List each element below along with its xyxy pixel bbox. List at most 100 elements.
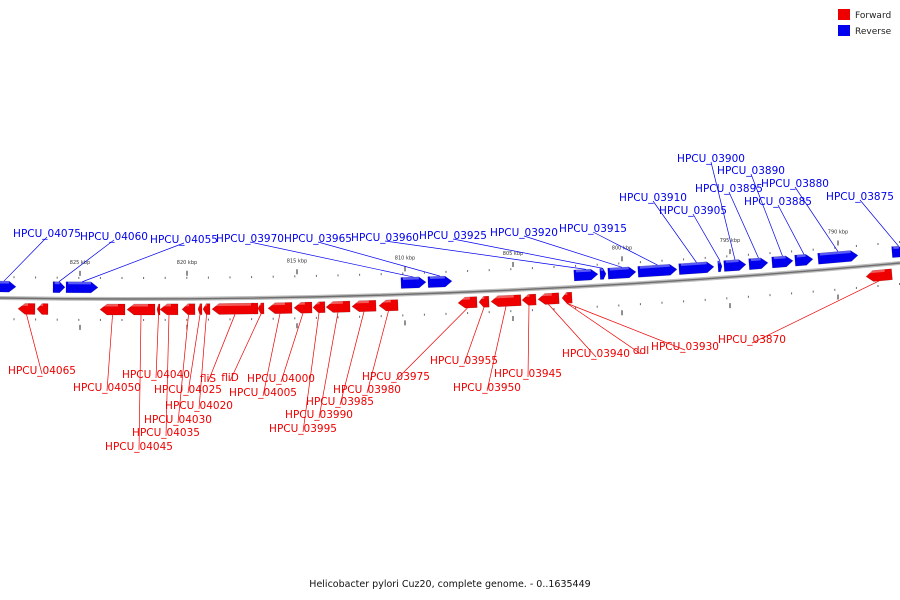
gene-label-leader (280, 313, 304, 383)
forward-gene-arrow (99, 303, 126, 316)
gene-arrow-body (126, 303, 156, 316)
gene-label: HPCU_03950 (453, 306, 521, 394)
gene-arrow-highlight (258, 302, 262, 306)
gene-label-leader (138, 314, 142, 451)
gene-label-leader (523, 235, 623, 268)
forward-gene-arrow (561, 291, 573, 304)
forward-gene-arrow (156, 303, 161, 316)
gene-label: HPCU_04030 (144, 314, 212, 426)
gene-label-leader (207, 314, 236, 383)
gene-label: HPCU_03910 (619, 192, 697, 263)
gene-label-leader (165, 314, 170, 437)
gene-label-text: HPCU_04025 (154, 384, 222, 396)
gene-label-leader (750, 173, 783, 257)
gene-arrow-highlight (380, 299, 391, 303)
gene-label-text: HPCU_03890 (717, 165, 785, 177)
gene-label-leader (155, 314, 159, 379)
gene-arrow-highlight (609, 266, 629, 271)
gene-arrow-body (17, 303, 36, 315)
gene-label: HPCU_04065 (8, 314, 76, 377)
reverse-gene-arrow (599, 268, 607, 280)
forward-gene-arrow (537, 292, 560, 305)
gene-label-text: HPCU_04005 (229, 387, 297, 399)
gene-label-leader (777, 204, 805, 255)
gene-arrow-body (159, 303, 179, 316)
gene-label-text: HPCU_03920 (490, 227, 558, 239)
gene-label-text: HPCU_03900 (677, 153, 745, 165)
gene-label-text: HPCU_04000 (247, 373, 315, 385)
gene-arrow-highlight (539, 293, 552, 297)
gene-label-text: HPCU_04060 (80, 231, 148, 243)
gene-label: HPCU_03995 (269, 312, 337, 435)
gene-label-text: HPCU_03925 (419, 230, 487, 242)
gene-arrow-highlight (492, 295, 514, 299)
gene-arrow-body (865, 268, 893, 282)
gene-arrow-highlight (680, 261, 707, 267)
gene-label: HPCU_03905 (659, 205, 727, 262)
gene-arrow-highlight (20, 303, 29, 306)
gene-label: HPCU_04020 (165, 314, 233, 412)
gene-label: HPCU_03885 (744, 196, 812, 255)
reverse-gene-arrow (52, 281, 66, 293)
gene-label: HPCU_03900 (677, 153, 745, 260)
gene-label-leader (859, 199, 899, 247)
forward-gene-arrow (257, 302, 265, 315)
gene-arrow-body (211, 302, 259, 315)
gene-label-leader (249, 241, 414, 278)
gene-label-leader (26, 314, 43, 375)
gene-label-leader (566, 303, 686, 351)
scale-tick-label: 790 kbp (828, 230, 848, 236)
gene-label-leader (187, 314, 201, 394)
gene-label: HPCU_04060 (58, 231, 148, 282)
gene-arrow-highlight (353, 300, 369, 304)
gene-arrow-body (637, 264, 678, 278)
gene-label: HPCU_03955 (430, 307, 498, 367)
gene-label-leader (548, 304, 597, 358)
gene-arrow-body (490, 294, 522, 307)
gene-arrow-highlight (600, 268, 604, 272)
gene-arrow-highlight (575, 269, 591, 273)
gene-label: HPCU_04050 (73, 314, 141, 394)
gene-label-text: HPCU_03915 (559, 223, 627, 235)
forward-gene-arrow (351, 300, 377, 313)
gene-label: HPCU_03890 (717, 165, 785, 257)
gene-arrow-highlight (459, 296, 470, 300)
gene-label-text: HPCU_03950 (453, 382, 521, 394)
gene-arrow-body (457, 296, 478, 309)
gene-label: HPCU_04035 (132, 314, 200, 439)
reverse-gene-arrow (678, 261, 715, 275)
gene-label-leader (728, 191, 759, 259)
gene-arrow-body (325, 300, 351, 313)
gene-label: HPCU_04040 (122, 314, 190, 381)
gene-arrow-body (378, 299, 399, 312)
legend-label-forward: Forward (855, 11, 891, 21)
gene-arrow-body (678, 261, 715, 275)
scale-tick-label: 800 kbp (612, 245, 632, 251)
gene-label-leader (198, 314, 207, 410)
forward-gene-arrow (521, 293, 537, 306)
gene-label-text: HPCU_03880 (761, 178, 829, 190)
gene-arrow-highlight (270, 302, 285, 306)
gene-label-text: ddl (633, 345, 649, 357)
gene-label-text: HPCU_04050 (73, 382, 141, 394)
gene-arrow-body (52, 281, 66, 293)
gene-label: HPCU_03975 (362, 307, 468, 383)
reverse-gene-arrow (717, 260, 723, 273)
gene-label: HPCU_04055 (81, 234, 218, 283)
forward-gene-arrow (490, 294, 522, 307)
gene-label-text: HPCU_03895 (695, 183, 763, 195)
reverse-gene-arrow (65, 281, 99, 294)
gene-arrow-highlight (523, 294, 530, 298)
gene-label-leader (106, 314, 113, 392)
gene-arrow-body (99, 303, 126, 316)
forward-gene-arrow (126, 303, 156, 316)
gene-label-leader (318, 312, 339, 419)
gene-label-text: HPCU_04040 (122, 369, 190, 381)
gene-label-text: HPCU_04030 (144, 414, 212, 426)
gene-label: HPCU_03915 (559, 223, 658, 266)
gene-arrow-body (607, 266, 637, 280)
gene-arrow-highlight (54, 281, 60, 285)
gene-arrow-highlight (429, 275, 445, 280)
gene-arrow-highlight (38, 303, 44, 307)
gene-label: HPCU_03925 (419, 230, 604, 269)
